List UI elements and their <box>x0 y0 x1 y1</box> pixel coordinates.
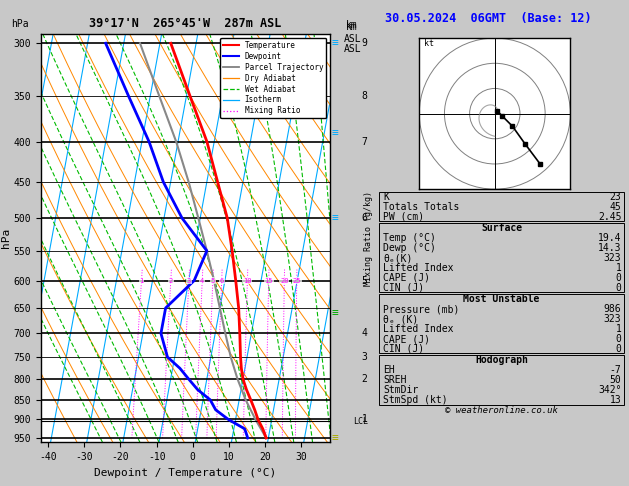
Text: StmSpd (kt): StmSpd (kt) <box>383 395 448 405</box>
Text: 342°: 342° <box>598 385 621 395</box>
Text: K: K <box>383 192 389 202</box>
Text: 4: 4 <box>362 329 367 338</box>
Text: Dewp (°C): Dewp (°C) <box>383 243 436 253</box>
Text: 6: 6 <box>362 213 367 223</box>
Text: 39°17'N  265°45'W  287m ASL: 39°17'N 265°45'W 287m ASL <box>89 17 282 30</box>
Text: 8: 8 <box>362 91 367 101</box>
Text: Pressure (mb): Pressure (mb) <box>383 304 459 314</box>
Text: 323: 323 <box>604 314 621 324</box>
Text: Mixing Ratio (g/kg): Mixing Ratio (g/kg) <box>364 191 374 286</box>
Text: EH: EH <box>383 365 395 375</box>
Text: SREH: SREH <box>383 375 406 385</box>
Text: 1: 1 <box>362 415 367 424</box>
Text: CAPE (J): CAPE (J) <box>383 334 430 344</box>
Text: 15: 15 <box>264 278 273 284</box>
Text: StmDir: StmDir <box>383 385 418 395</box>
Text: 3: 3 <box>362 352 367 362</box>
Text: θₑ (K): θₑ (K) <box>383 314 418 324</box>
Text: Temp (°C): Temp (°C) <box>383 233 436 243</box>
Text: Totals Totals: Totals Totals <box>383 202 459 212</box>
Text: 23: 23 <box>610 192 621 202</box>
Text: 4: 4 <box>200 278 204 284</box>
Text: CIN (J): CIN (J) <box>383 283 424 293</box>
Text: 323: 323 <box>604 253 621 263</box>
Text: 13: 13 <box>610 395 621 405</box>
Text: km: km <box>347 21 358 32</box>
Text: Most Unstable: Most Unstable <box>464 295 540 304</box>
Text: ≡: ≡ <box>331 213 338 223</box>
Text: 2: 2 <box>362 374 367 384</box>
Text: 0: 0 <box>616 334 621 344</box>
Text: ≡: ≡ <box>331 38 338 48</box>
Text: 9: 9 <box>362 38 367 48</box>
Text: kt: kt <box>425 39 434 48</box>
Text: 50: 50 <box>610 375 621 385</box>
Y-axis label: hPa: hPa <box>1 228 11 248</box>
Text: 20: 20 <box>280 278 289 284</box>
Text: © weatheronline.co.uk: © weatheronline.co.uk <box>445 406 558 415</box>
Text: Surface: Surface <box>481 223 522 233</box>
Text: 0: 0 <box>616 283 621 293</box>
Text: θₑ(K): θₑ(K) <box>383 253 413 263</box>
Text: 2: 2 <box>169 278 173 284</box>
Text: 6: 6 <box>220 278 224 284</box>
Text: 1: 1 <box>616 263 621 273</box>
Text: ≡: ≡ <box>331 433 338 443</box>
Text: 0: 0 <box>616 344 621 354</box>
Text: 5: 5 <box>362 276 367 286</box>
Text: ASL: ASL <box>343 44 361 54</box>
Text: 10: 10 <box>243 278 252 284</box>
Text: ASL: ASL <box>343 34 361 44</box>
Text: Lifted Index: Lifted Index <box>383 324 454 334</box>
Text: 45: 45 <box>610 202 621 212</box>
Text: 2.45: 2.45 <box>598 212 621 222</box>
Text: 30.05.2024  06GMT  (Base: 12): 30.05.2024 06GMT (Base: 12) <box>385 12 592 25</box>
Text: ≡: ≡ <box>331 128 338 138</box>
Text: 0: 0 <box>616 273 621 283</box>
Text: 3: 3 <box>187 278 191 284</box>
Text: CIN (J): CIN (J) <box>383 344 424 354</box>
Text: 7: 7 <box>362 137 367 147</box>
Text: ≡: ≡ <box>331 308 338 318</box>
Text: km: km <box>347 20 358 30</box>
Text: PW (cm): PW (cm) <box>383 212 424 222</box>
Text: -7: -7 <box>610 365 621 375</box>
Text: hPa: hPa <box>11 19 28 29</box>
X-axis label: Dewpoint / Temperature (°C): Dewpoint / Temperature (°C) <box>94 468 277 478</box>
Text: 14.3: 14.3 <box>598 243 621 253</box>
Text: 5: 5 <box>211 278 215 284</box>
Text: CAPE (J): CAPE (J) <box>383 273 430 283</box>
Text: 1: 1 <box>616 324 621 334</box>
Text: 986: 986 <box>604 304 621 314</box>
Text: LCL: LCL <box>353 417 367 426</box>
Text: Hodograph: Hodograph <box>475 355 528 365</box>
Text: 25: 25 <box>292 278 301 284</box>
Text: 19.4: 19.4 <box>598 233 621 243</box>
Legend: Temperature, Dewpoint, Parcel Trajectory, Dry Adiabat, Wet Adiabat, Isotherm, Mi: Temperature, Dewpoint, Parcel Trajectory… <box>220 38 326 119</box>
Text: 1: 1 <box>140 278 143 284</box>
Text: Lifted Index: Lifted Index <box>383 263 454 273</box>
